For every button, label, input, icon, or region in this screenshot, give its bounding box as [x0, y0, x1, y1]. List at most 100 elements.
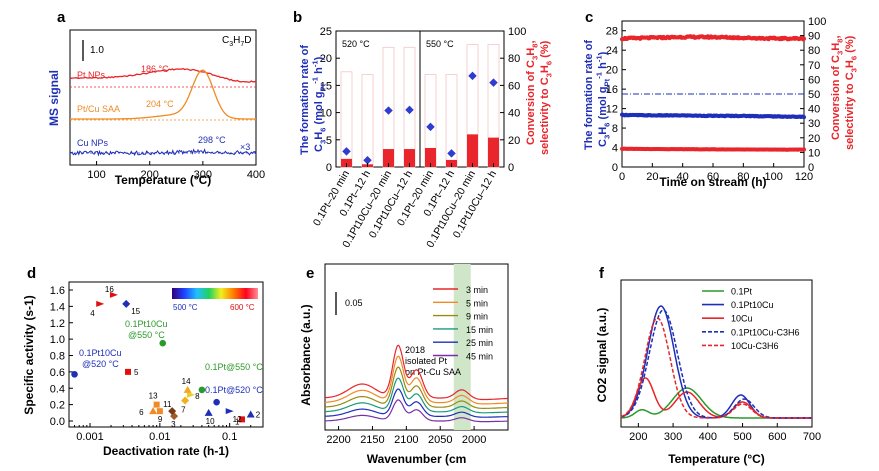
- panel-b-rate-bar: [425, 147, 436, 167]
- panel-c-yr-tick-label: 20: [808, 133, 820, 145]
- panel-a-x-tick-label: 300: [194, 169, 212, 181]
- panel-a-xlabel: Temperature (°C): [115, 173, 212, 187]
- panel-c-x-tick-label: 100: [764, 171, 782, 183]
- panel-a-line-pt: [69, 67, 257, 83]
- panel-b-yr-tick-label: 20: [508, 135, 520, 147]
- panel-c-ylabel-left-line1: The formation rate of: [583, 40, 595, 150]
- panel-d-point: [71, 371, 78, 378]
- panel-e-x-tick-label: 2200: [326, 434, 350, 446]
- panel-d-y-tick-label: 0.2: [50, 400, 65, 412]
- panel-f-curve: [620, 309, 812, 419]
- panel-e-legend-label: 25 min: [466, 338, 493, 348]
- panel-d-point-label: 15: [131, 307, 140, 316]
- panel-c-ylabel-right-line2: selectivity to C3​H6​ (%): [844, 35, 858, 150]
- panel-e-frame: [324, 263, 509, 431]
- panel-f-legend-label: 0.1Pt: [731, 287, 753, 297]
- panel-c-yl-tick-label: 0: [612, 162, 618, 174]
- panel-d-point-label: 13: [149, 392, 158, 401]
- panel-e-legend-label: 9 min: [466, 312, 488, 322]
- panel-d-point-label: 7: [181, 406, 186, 415]
- panel-b-yr-tick-label: 60: [508, 80, 520, 92]
- panel-e-x-tick-label: 2050: [428, 434, 452, 446]
- panel-c-yr-tick-label: 30: [808, 118, 820, 130]
- panel-a-line-cu: [69, 148, 257, 157]
- panel-d-point: [156, 408, 163, 415]
- panel-e-legend-label: 3 min: [466, 285, 488, 295]
- panel-c-yr-tick-label: 80: [808, 45, 820, 57]
- panel-a-peak-label: 298 °C: [198, 135, 226, 145]
- panel-d-point-label: 14: [182, 377, 191, 386]
- panel-c-yr-tick-label: 90: [808, 31, 820, 43]
- panel-d-point-label: 16: [105, 285, 114, 294]
- panel-f-ylabel: CO2 signal (a.u.): [595, 308, 609, 403]
- panel-d-y-tick-label: 0.4: [50, 383, 65, 395]
- panel-c-x-tick-label: 20: [646, 171, 658, 183]
- panel-a-scale-label: 1.0: [90, 45, 104, 56]
- panel-c-yr-tick-label: 0: [808, 162, 814, 174]
- panel-f-curve: [620, 317, 812, 419]
- panel-b-yr-tick-label: 40: [508, 108, 520, 120]
- panel-d-point-label: 11: [163, 400, 172, 409]
- panel-d-point: [96, 300, 105, 307]
- panel-b-conversion-point: [363, 155, 372, 165]
- panel-e-spectrum: [325, 388, 509, 418]
- panel-d-annotation: 0.1Pt10Cu: [79, 348, 122, 358]
- panel-f-curve: [620, 305, 812, 419]
- panel-f-legend-label: 10Cu: [731, 314, 753, 324]
- panel-e-spectrum: [324, 344, 509, 401]
- panel-c-yr-tick-label: 60: [808, 74, 820, 86]
- panel-b-selectivity-bar: [361, 74, 374, 168]
- panel-c-yl-tick-label: 8: [612, 123, 618, 135]
- panel-d-colorbar-high: 600 °C: [230, 303, 255, 312]
- panel-d-point: [198, 386, 206, 394]
- panel-b-group-label: 520 °C: [342, 39, 370, 49]
- panel-c-yr-tick-label: 10: [808, 147, 820, 159]
- panel-c-x-tick-label: 120: [795, 171, 813, 183]
- panel-e-highlight-band: [453, 264, 471, 430]
- panel-a-title: C3​H7​D: [222, 35, 252, 48]
- panel-d-frame: [68, 281, 264, 428]
- panel-d-x-tick-label: 0.1: [222, 431, 237, 443]
- panel-e-spectrum: [324, 399, 508, 423]
- panel-b-ylabel-right-line2: selectivity to C3​H6​ (%): [539, 40, 553, 155]
- panel-d-point-label: 5: [134, 368, 139, 377]
- panel-b-yl-tick-label: 20: [320, 53, 332, 65]
- panel-d-xlabel: Deactivation rate (h-1): [103, 444, 229, 458]
- panel-f-x-tick-label: 600: [768, 431, 786, 443]
- panel-c-xlabel: Time on stream (h): [659, 175, 766, 189]
- panel-a-multiplier: ×3: [240, 142, 250, 152]
- panel-f-curve: [621, 387, 812, 419]
- panel-d-point-label: 9: [158, 415, 163, 424]
- panel-c-yr-tick-label: 70: [808, 60, 820, 72]
- panel-e-annotation: 2018: [405, 345, 425, 355]
- panel-a-peak-label: 186 °C: [141, 64, 169, 74]
- panel-c-point: [802, 147, 806, 152]
- panel-d-point-label: 6: [139, 408, 144, 417]
- panel-d-point: [187, 391, 196, 398]
- panel-c-point: [802, 115, 806, 120]
- panel-c-point: [802, 36, 806, 41]
- panel-d-point: [125, 368, 132, 375]
- panel-d-point: [204, 408, 213, 416]
- panel-a-x-tick-label: 200: [141, 169, 159, 181]
- panel-e-annotation: on Pt-Cu SAA: [405, 367, 461, 377]
- panel-b-rate-bar: [404, 149, 415, 167]
- panel-c-yr-tick-label: 50: [808, 89, 820, 101]
- panel-d-ylabel: Specific activity (s-1): [22, 295, 36, 414]
- panel-b-yr-tick-label: 0: [508, 162, 514, 174]
- panel-c-yl-tick-label: 24: [606, 45, 618, 57]
- panel-letter-a: a: [57, 9, 66, 26]
- panel-d-point: [149, 407, 158, 415]
- panel-d-point: [225, 408, 234, 415]
- panel-d-y-tick-label: 1.2: [50, 318, 65, 330]
- panel-e-legend-label: 15 min: [466, 325, 493, 335]
- panel-e-xlabel: Wavenumber (cm: [367, 452, 467, 466]
- panel-b-ylabel-right: Conversion of C3​H8​,selectivity to C3​H…: [525, 40, 553, 155]
- panel-b-conversion-point: [489, 78, 498, 87]
- panel-letter-b: b: [293, 9, 302, 26]
- panel-e-x-tick-label: 2000: [462, 434, 486, 446]
- panel-a-line-saa: [70, 69, 256, 120]
- panel-d-x-tick-label: 0.001: [76, 431, 104, 443]
- panel-e-annotation: isolated Pt: [405, 356, 448, 366]
